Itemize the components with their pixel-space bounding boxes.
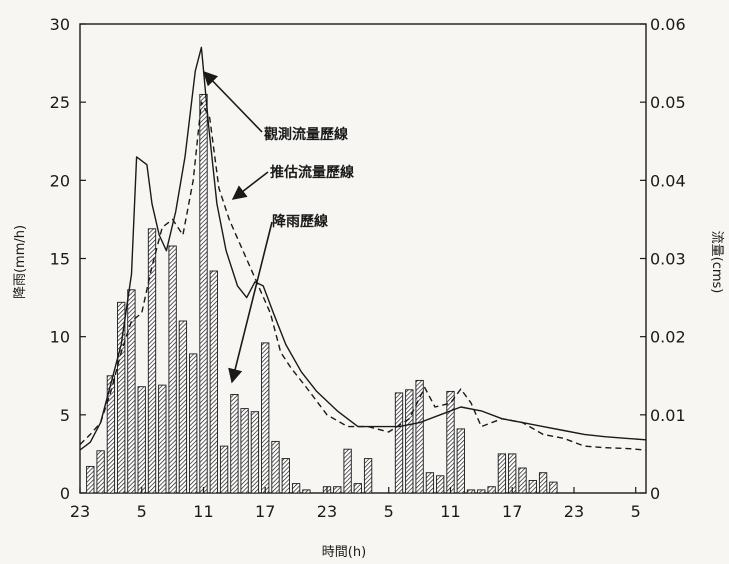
rainfall-bar	[415, 379, 424, 494]
rainfall-bar	[518, 467, 527, 494]
x-tick-label: 5	[631, 502, 641, 521]
x-tick-label: 23	[564, 502, 584, 521]
rainfall-bar	[86, 465, 95, 494]
rainfall-bar	[394, 392, 404, 494]
rainfall-bar	[549, 481, 558, 494]
rainfall-bar	[425, 472, 435, 494]
y-left-tick-label: 30	[50, 15, 70, 34]
rainfall-bar	[477, 489, 486, 494]
y-left-tick-label: 20	[50, 171, 70, 190]
rainfall-bar	[106, 375, 116, 494]
x-tick-label: 11	[193, 502, 213, 521]
rainfall-bar	[302, 489, 311, 494]
rainfall-bars	[86, 93, 558, 494]
rainfall-bar	[127, 289, 136, 494]
rainfall-bar	[456, 428, 465, 494]
x-tick-label: 5	[137, 502, 147, 521]
rainfall-bar	[209, 270, 218, 494]
x-axis-title: 時間(h)	[322, 545, 366, 560]
rainfall-bar	[528, 480, 537, 494]
x-tick-label: 17	[502, 502, 522, 521]
y-axis-left-title: 降雨(mm/h)	[13, 225, 28, 299]
y-right-tick-label: 0.06	[650, 15, 686, 34]
rainfall-bar	[333, 486, 342, 494]
y-left-tick-label: 25	[50, 93, 70, 112]
rainfall-bar	[230, 394, 239, 494]
rainfall-bar	[271, 440, 280, 494]
annotation-rainfall: 降雨歷線	[272, 213, 328, 230]
y-right-tick-label: 0.02	[650, 328, 686, 347]
rainfall-bar	[117, 301, 126, 494]
rainfall-bar	[487, 486, 496, 494]
y-axis-right-title: 流量(cms)	[709, 231, 724, 294]
y-right-tick-label: 0	[650, 484, 660, 503]
rainfall-bar	[199, 93, 208, 494]
x-tick-label: 23	[317, 502, 337, 521]
rainfall-bar	[353, 483, 362, 494]
arrow-estimated-flow	[231, 171, 269, 200]
y-right-tick-label: 0.01	[650, 406, 686, 425]
rainfall-bar	[158, 384, 167, 494]
x-tick-label: 23	[70, 502, 90, 521]
y-left-tick-label: 5	[60, 406, 70, 425]
y-right-tick-label: 0.03	[650, 250, 686, 269]
rainfall-bar	[405, 389, 414, 494]
rainfall-bar	[96, 450, 105, 494]
rainfall-bar	[446, 390, 455, 494]
y-left-tick-label: 0	[60, 484, 70, 503]
rainfall-bar	[189, 353, 198, 494]
x-tick-label: 5	[384, 502, 394, 521]
rainfall-bar	[281, 458, 290, 494]
rainfall-bar	[147, 228, 157, 494]
x-tick-label: 11	[440, 502, 460, 521]
annotation-observed-flow: 觀測流量歷線	[264, 126, 348, 143]
rainfall-bar	[168, 245, 177, 494]
rainfall-bar	[219, 445, 229, 494]
rainfall-bar	[250, 411, 260, 494]
rainfall-bar	[436, 475, 445, 494]
rainfall-bar	[363, 458, 373, 494]
estimated-flow-line	[79, 101, 647, 451]
y-left-tick-label: 15	[50, 250, 70, 269]
y-right-tick-label: 0.04	[650, 171, 686, 190]
rainfall-bar	[466, 489, 476, 494]
rainfall-bar	[538, 472, 548, 494]
arrow-observed-flow	[202, 70, 263, 133]
rainfall-bar	[137, 386, 146, 494]
rainfall-bar	[261, 342, 270, 494]
y-left-tick-label: 10	[50, 328, 70, 347]
rainfall-bar	[291, 483, 301, 494]
y-right-tick-label: 0.05	[650, 93, 686, 112]
rainfall-bar	[240, 408, 249, 494]
rainfall-bar	[178, 320, 188, 494]
x-tick-label: 17	[255, 502, 275, 521]
annotation-estimated-flow: 推估流量歷線	[270, 164, 354, 181]
rainfall-bar	[343, 448, 352, 494]
rainfall-bar	[497, 453, 507, 494]
flow-lines	[79, 46, 647, 451]
arrow-rainfall	[228, 221, 273, 384]
